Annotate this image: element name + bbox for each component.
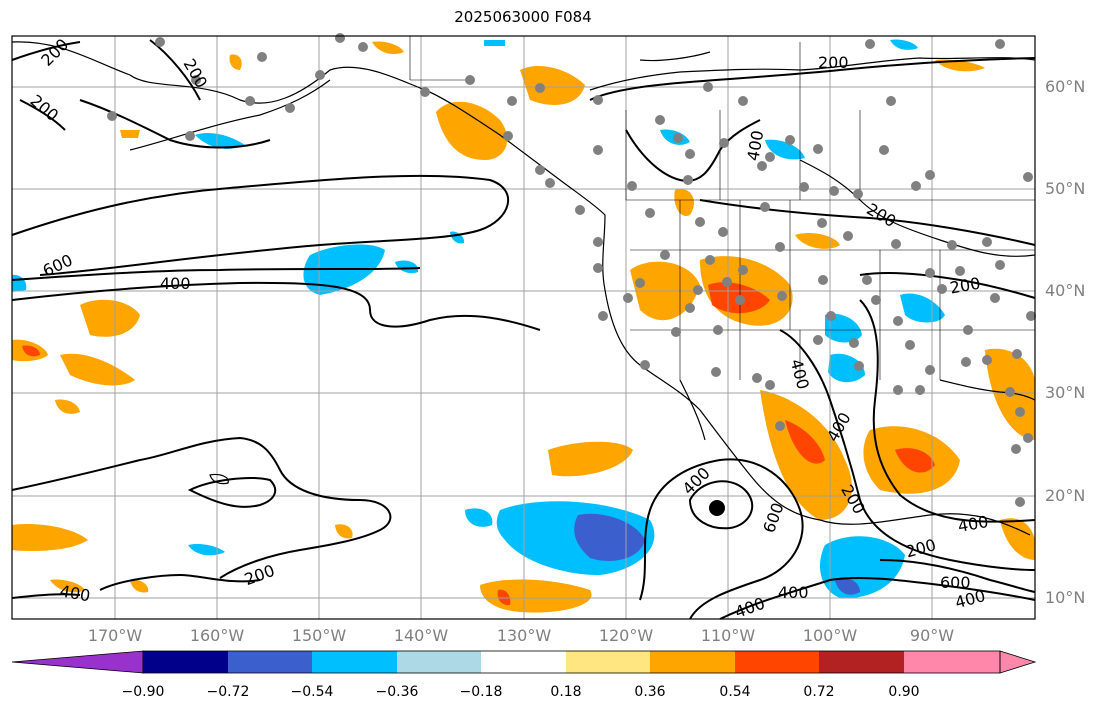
colorbar-tick: −0.72 (206, 684, 250, 700)
colorbar-tick: −0.18 (459, 684, 503, 700)
colorbar-tick: −0.90 (121, 684, 165, 700)
contour-label: 400 (778, 583, 809, 602)
lat-label: 60°N (1045, 77, 1086, 96)
lon-label: 90°W (909, 626, 955, 645)
colorbar-swatch (904, 651, 1000, 673)
lon-label: 160°W (189, 626, 245, 645)
lon-label: 130°W (496, 626, 552, 645)
lon-label: 150°W (291, 626, 347, 645)
map-title: 2025063000 F084 (454, 8, 592, 26)
station-dots (107, 33, 1036, 507)
contour-lines (11, 39, 1036, 620)
lon-label: 170°W (87, 626, 143, 645)
colorbar-tick: 0.90 (888, 684, 920, 700)
contour-label: 400 (160, 274, 191, 293)
map-frame (11, 35, 1036, 620)
colorbar-tick: −0.54 (290, 684, 334, 700)
colorbar-swatch (650, 651, 735, 673)
colorbar (11, 650, 1037, 674)
colorbar-swatch (566, 651, 650, 673)
colorbar-tick: −0.36 (375, 684, 419, 700)
graticule (12, 36, 1035, 619)
colorbar-swatch (228, 651, 312, 673)
contour-label: 600 (940, 573, 971, 592)
lat-label: 40°N (1045, 281, 1086, 300)
colorbar-swatch (481, 651, 566, 673)
lat-label: 10°N (1045, 588, 1086, 607)
colorbar-extend-high (999, 650, 1037, 674)
colorbar-swatch (143, 651, 228, 673)
colorbar-swatch (819, 651, 904, 673)
lat-label: 50°N (1045, 179, 1086, 198)
colorbar-swatch (735, 651, 819, 673)
colorbar-swatch (397, 651, 481, 673)
colorbar-extend-low (11, 650, 144, 674)
lon-label: 120°W (598, 626, 654, 645)
lon-label: 140°W (393, 626, 449, 645)
lon-label: 100°W (802, 626, 858, 645)
colorbar-tick: 0.18 (550, 684, 582, 700)
colorbar-swatch (312, 651, 397, 673)
lat-label: 20°N (1045, 486, 1086, 505)
lon-label: 110°W (700, 626, 756, 645)
contour-label: 200 (818, 53, 849, 72)
lat-label: 30°N (1045, 383, 1086, 402)
colorbar-tick: 0.36 (634, 684, 666, 700)
colorbar-tick: 0.72 (803, 684, 835, 700)
colorbar-outline (142, 650, 1001, 674)
colorbar-tick: 0.54 (719, 684, 751, 700)
borders (409, 36, 1035, 380)
